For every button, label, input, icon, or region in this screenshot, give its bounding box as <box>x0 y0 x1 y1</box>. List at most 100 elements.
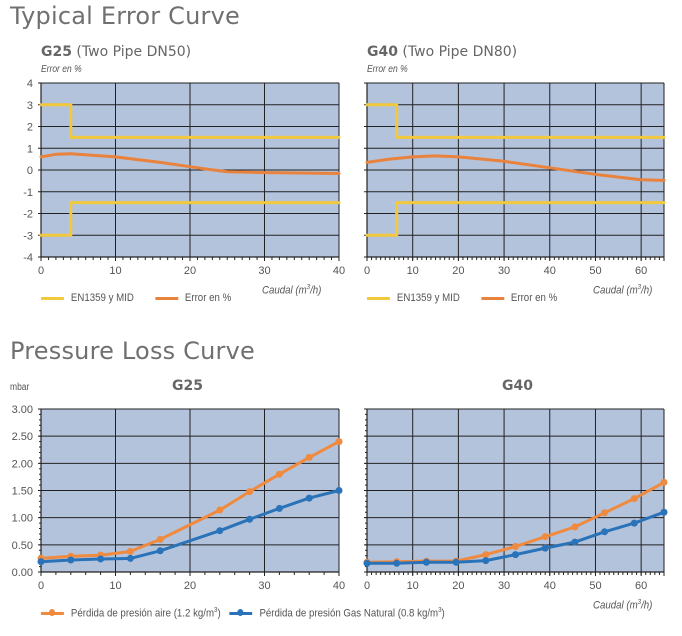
y-tick-label: -3 <box>23 230 33 242</box>
y-tick-label: 0 <box>27 165 33 177</box>
data-point-air <box>630 495 638 503</box>
x-tick-label: 40 <box>333 580 345 592</box>
x-tick-label: 30 <box>498 265 510 277</box>
legend-label-air: Pérdida de presión aire (1.2 kg/m3) <box>70 607 221 620</box>
chart-title-g40-pressure: G40 <box>502 378 533 394</box>
x-tick-label: 0 <box>38 265 44 277</box>
data-point-gas <box>156 547 164 555</box>
data-point-air <box>512 542 519 550</box>
x-axis-label-g40-error: Caudal (m3/h) <box>593 284 653 297</box>
data-point-gas <box>246 515 254 523</box>
data-point-air <box>126 547 134 555</box>
data-point-air <box>601 509 609 517</box>
legend-label-limit: EN1359 y MID <box>70 292 134 304</box>
y-tick-label: 4 <box>27 78 33 90</box>
data-point-air <box>482 551 490 559</box>
y-tick-label: 2.00 <box>12 458 33 470</box>
series-line-limit <box>39 201 341 237</box>
y-tick-label: -1 <box>23 187 33 199</box>
data-point-gas <box>126 554 134 562</box>
data-point-air <box>246 488 254 496</box>
data-point-gas <box>422 558 430 566</box>
x-tick-label: 60 <box>635 580 647 592</box>
y-tick-label: 2 <box>27 122 33 134</box>
y-tick-label: 3 <box>27 100 33 112</box>
data-point-gas <box>660 508 668 516</box>
chart-title-g40-error: G40 (Two Pipe DN80) <box>367 44 518 60</box>
y-tick-label: 3.00 <box>12 404 33 416</box>
data-point-air <box>156 535 164 543</box>
series-line-gas <box>39 489 341 564</box>
chart-title-g25-pressure: G25 <box>172 378 203 394</box>
x-tick-label: 30 <box>258 580 270 592</box>
x-tick-label: 10 <box>407 265 419 277</box>
data-point-gas <box>335 487 343 494</box>
data-point-gas <box>571 538 579 546</box>
data-point-air <box>571 523 579 531</box>
data-point-gas <box>452 558 460 566</box>
x-tick-label: 20 <box>452 265 464 277</box>
x-tick-label: 0 <box>364 580 370 592</box>
series-line-error <box>365 154 666 182</box>
x-tick-label: 40 <box>333 265 345 277</box>
legend-swatch-error <box>480 296 504 300</box>
data-point-gas <box>482 557 490 565</box>
data-point-gas <box>512 551 519 559</box>
series-line-error <box>39 152 341 175</box>
x-tick-label: 30 <box>258 265 270 277</box>
data-point-gas <box>67 556 75 564</box>
y-tick-label: 0.00 <box>12 567 33 579</box>
y-tick-label: 1.00 <box>12 513 33 525</box>
x-tick-label: 10 <box>109 265 121 277</box>
y-tick-label: 0.50 <box>12 540 33 552</box>
y-tick-label: 1 <box>27 143 33 155</box>
y-tick-label: -4 <box>23 252 33 264</box>
chart-3: 0 10 20 30 40 50 60 <box>363 408 668 592</box>
data-point-gas <box>275 504 283 512</box>
x-tick-label: 50 <box>589 580 601 592</box>
legend-swatch-limit <box>41 296 64 300</box>
legend-label-error: Error en % <box>184 292 232 304</box>
data-point-gas <box>305 494 313 502</box>
x-tick-label: 40 <box>544 580 556 592</box>
legend-swatch-gas <box>229 609 253 617</box>
pressure-section-title: Pressure Loss Curve <box>10 337 255 365</box>
legend-swatch-limit <box>367 296 390 300</box>
data-point-air <box>660 478 668 486</box>
y-tick-label: -2 <box>23 209 33 221</box>
legend-g40-error: EN1359 y MID Error en % <box>367 292 557 304</box>
legend-g25-error: EN1359 y MID Error en % <box>41 292 231 304</box>
series-line-limit <box>365 201 666 237</box>
x-tick-label: 60 <box>635 265 647 277</box>
data-point-gas <box>601 528 609 536</box>
chart-1: 0 10 20 30 40 50 60 <box>364 82 666 277</box>
data-point-gas <box>393 559 401 567</box>
series-line-air <box>39 440 341 560</box>
error-section-title: Typical Error Curve <box>10 2 240 30</box>
data-point-air <box>335 438 343 446</box>
data-point-gas <box>37 558 45 566</box>
y-axis-label-g25-error: Error en % <box>41 64 82 75</box>
x-tick-label: 20 <box>184 265 196 277</box>
legend-label-gas: Pérdida de presión Gas Natural (0.8 kg/m… <box>259 607 445 620</box>
legend-label-error: Error en % <box>510 292 558 304</box>
data-point-gas <box>97 555 105 563</box>
y-axis-label-mbar: mbar <box>10 382 30 393</box>
x-tick-label: 20 <box>184 580 196 592</box>
x-tick-label: 20 <box>452 580 464 592</box>
y-tick-label: 1.50 <box>12 486 33 498</box>
chart-title-g25-error: G25 (Two Pipe DN50) <box>41 44 192 60</box>
x-axis-label-g25-error: Caudal (m3/h) <box>262 284 322 297</box>
data-point-gas <box>363 559 371 567</box>
legend-label-limit: EN1359 y MID <box>396 292 460 304</box>
x-tick-label: 50 <box>589 265 601 277</box>
data-point-air <box>305 453 313 461</box>
chart-2: 0.00 0.50 1.00 1.50 2.00 2.50 3.00 0 10 20 30 40 <box>12 404 346 592</box>
x-tick-label: 0 <box>38 580 44 592</box>
series-line-limit <box>39 103 341 139</box>
data-point-gas <box>630 519 638 527</box>
x-axis-label-g40-pressure: Caudal (m3/h) <box>593 599 653 612</box>
data-point-air <box>275 470 283 478</box>
legend-swatch-error <box>154 296 178 300</box>
